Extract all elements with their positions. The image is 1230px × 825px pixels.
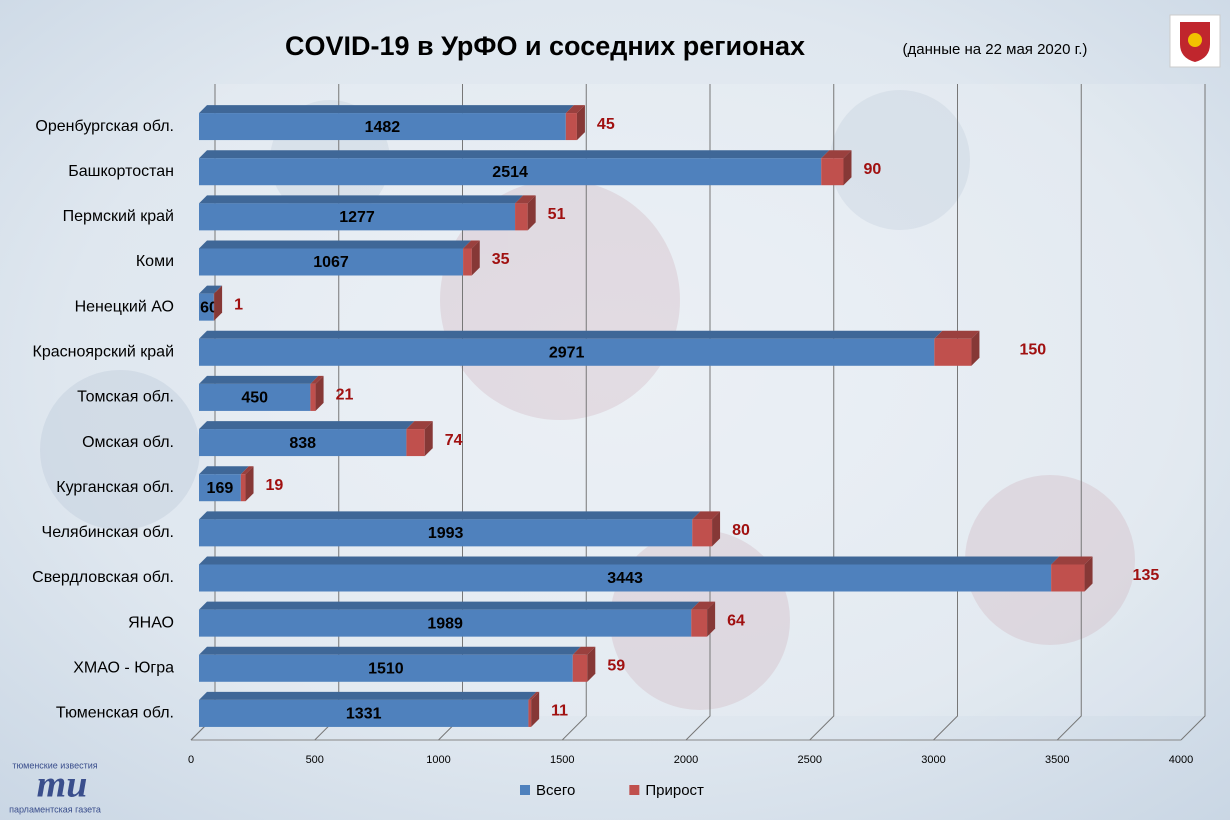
x-tick-label: 500 xyxy=(306,754,324,766)
y-tick-label: Омская обл. xyxy=(82,434,174,451)
bar-top xyxy=(199,692,536,700)
y-tick-label: Курганская обл. xyxy=(56,479,174,496)
bar-top xyxy=(199,241,471,249)
value-label: 135 xyxy=(1133,567,1160,584)
value-label: 150 xyxy=(1019,342,1046,359)
legend-label: Всего xyxy=(536,782,575,799)
y-tick-label: ЯНАО xyxy=(128,614,174,631)
value-label: 1989 xyxy=(427,615,463,632)
bar xyxy=(934,339,971,366)
bar-top xyxy=(199,150,829,158)
value-label: 21 xyxy=(336,387,354,404)
value-label: 1993 xyxy=(428,525,464,542)
value-label: 51 xyxy=(548,206,566,223)
bar xyxy=(566,113,577,140)
chart-subtitle: (данные на 22 мая 2020 г.) xyxy=(903,41,1088,58)
value-label: 45 xyxy=(597,116,615,133)
y-tick-label: Томская обл. xyxy=(77,389,174,406)
y-tick-label: Тюменская обл. xyxy=(56,705,174,722)
bar-top xyxy=(199,195,523,203)
value-label: 450 xyxy=(241,390,268,407)
bar xyxy=(406,429,424,456)
y-tick-label: Красноярский край xyxy=(33,344,174,361)
legend-swatch xyxy=(520,785,530,795)
bar-top xyxy=(199,466,249,474)
bar xyxy=(692,519,712,546)
logo-bottom: парламентская газета xyxy=(9,804,101,814)
x-tick-label: 2000 xyxy=(674,754,698,766)
bar-top xyxy=(199,105,574,113)
bar-top xyxy=(199,331,942,339)
value-label: 11 xyxy=(551,703,568,720)
value-label: 90 xyxy=(863,161,881,178)
y-tick-label: Ненецкий АО xyxy=(75,298,174,315)
value-label: 59 xyxy=(607,658,625,675)
value-label: 2514 xyxy=(492,164,528,181)
value-label: 169 xyxy=(207,480,234,497)
legend-label: Прирост xyxy=(645,782,704,799)
bar-top xyxy=(199,557,1059,565)
value-label: 1277 xyxy=(339,209,375,226)
value-label: 1067 xyxy=(313,254,349,271)
value-label: 838 xyxy=(289,435,316,452)
value-label: 1331 xyxy=(346,706,382,723)
y-tick-label: Коми xyxy=(136,253,174,270)
bar-top xyxy=(199,511,700,519)
value-label: 1482 xyxy=(365,119,401,136)
legend-swatch xyxy=(629,785,639,795)
y-tick-label: ХМАО - Югра xyxy=(73,660,174,677)
y-tick-label: Пермский край xyxy=(63,208,174,225)
value-label: 64 xyxy=(727,612,745,629)
bar-top xyxy=(199,376,318,384)
chart-title: COVID-19 в УрФО и соседних регионах xyxy=(285,31,805,61)
value-label: 3443 xyxy=(607,570,643,587)
y-tick-label: Челябинская обл. xyxy=(42,524,174,541)
bar xyxy=(1051,565,1084,592)
x-tick-label: 3000 xyxy=(921,754,945,766)
bar xyxy=(515,203,528,230)
value-label: 2971 xyxy=(549,345,585,362)
emblem xyxy=(1170,15,1220,67)
value-label: 74 xyxy=(445,432,463,449)
value-label: 1510 xyxy=(368,661,404,678)
value-label: 80 xyxy=(732,522,750,539)
x-tick-label: 1500 xyxy=(550,754,574,766)
bar xyxy=(573,655,588,682)
x-tick-label: 0 xyxy=(188,754,194,766)
y-tick-label: Башкортостан xyxy=(68,163,174,180)
x-tick-label: 3500 xyxy=(1045,754,1069,766)
bar xyxy=(821,158,843,185)
x-tick-label: 2500 xyxy=(798,754,822,766)
logo-mark: ти xyxy=(37,764,88,806)
bar-top xyxy=(199,421,414,429)
value-label: 19 xyxy=(266,477,284,494)
bar-top xyxy=(199,602,699,610)
bar-top xyxy=(199,647,581,655)
x-tick-label: 4000 xyxy=(1169,754,1193,766)
bar xyxy=(241,474,246,501)
bar xyxy=(528,700,531,727)
bar xyxy=(463,249,472,276)
bar xyxy=(310,384,315,411)
value-label: 35 xyxy=(492,251,510,268)
value-label: 1 xyxy=(234,296,243,313)
y-tick-label: Свердловская обл. xyxy=(32,569,174,586)
x-tick-label: 1000 xyxy=(426,754,450,766)
bar xyxy=(691,610,707,637)
y-tick-label: Оренбургская обл. xyxy=(35,118,174,135)
